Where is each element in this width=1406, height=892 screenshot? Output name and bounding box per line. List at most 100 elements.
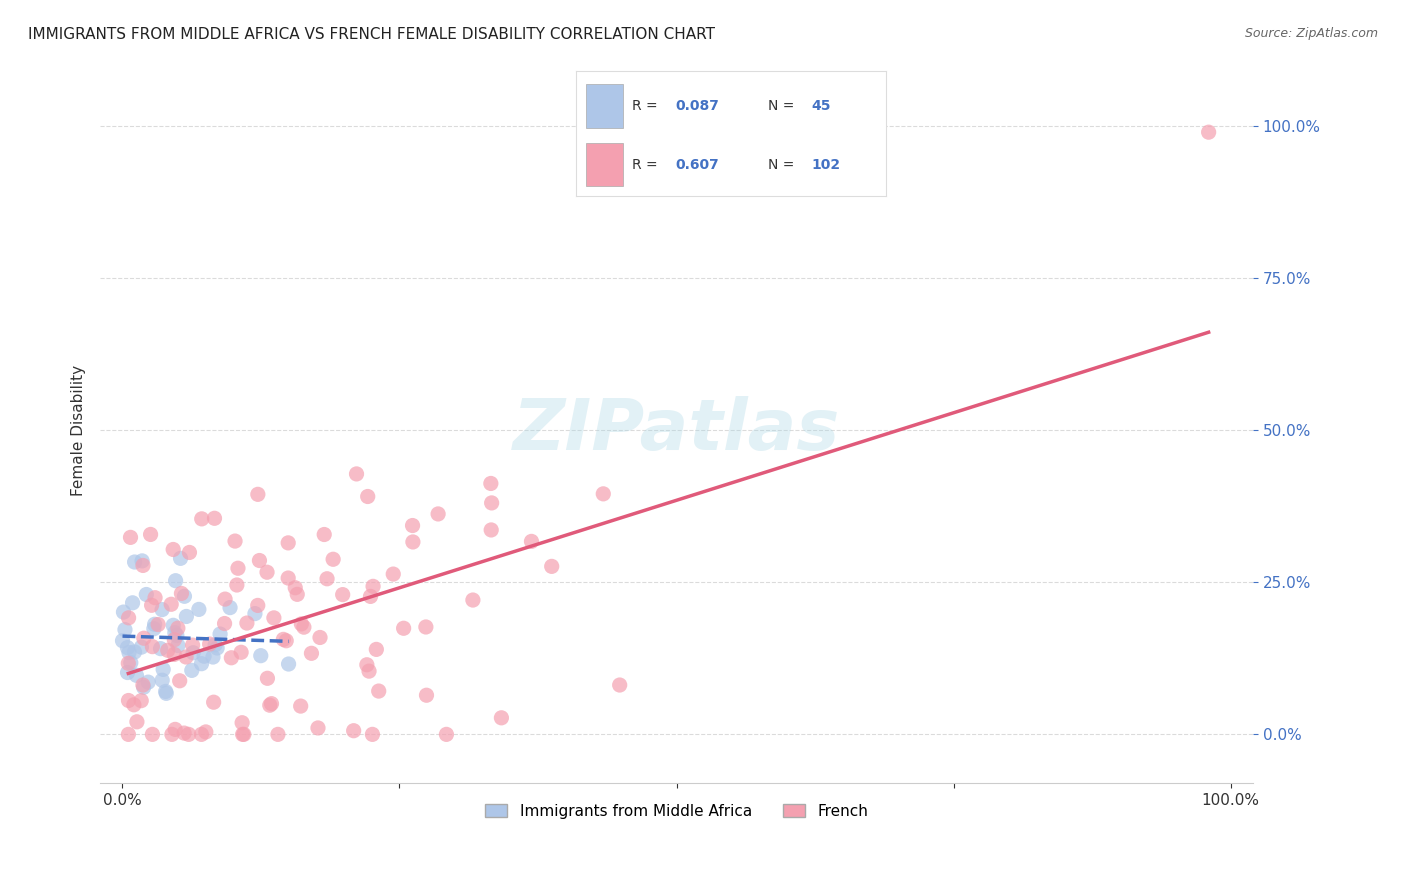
Point [479, 476, 502, 491]
Point [190, 657, 212, 671]
Point [125, 668, 148, 682]
Point [173, 589, 195, 603]
Point [592, 487, 614, 501]
Point [415, 688, 437, 702]
Point [166, 628, 188, 642]
Point [246, 487, 269, 501]
Point [152, 662, 174, 676]
Text: N =: N = [768, 99, 799, 113]
Point [204, 511, 226, 525]
Point [163, 648, 186, 662]
Point [111, 633, 134, 648]
Point [224, 534, 246, 549]
Point [277, 657, 299, 671]
Text: 0.087: 0.087 [675, 99, 720, 113]
Point [143, 617, 166, 632]
Point [117, 665, 139, 680]
Point [491, 711, 513, 725]
Point [165, 723, 187, 737]
Point [314, 527, 336, 541]
Point [124, 645, 146, 659]
Point [277, 536, 299, 550]
Point [150, 602, 173, 616]
Point [177, 727, 200, 741]
Point [132, 681, 155, 695]
Point [225, 578, 247, 592]
Point [219, 600, 242, 615]
Point [267, 727, 290, 741]
Point [332, 588, 354, 602]
Text: IMMIGRANTS FROM MIDDLE AFRICA VS FRENCH FEMALE DISABILITY CORRELATION CHART: IMMIGRANTS FROM MIDDLE AFRICA VS FRENCH … [28, 27, 716, 42]
Point [121, 596, 143, 610]
Text: R =: R = [633, 158, 662, 172]
Point [214, 616, 236, 631]
Point [273, 632, 295, 647]
Point [202, 695, 225, 709]
Point [181, 646, 204, 660]
Point [361, 727, 384, 741]
Point [356, 657, 378, 672]
Point [292, 620, 315, 634]
Point [366, 642, 388, 657]
Point [209, 627, 232, 641]
FancyBboxPatch shape [586, 84, 623, 128]
Point [226, 561, 249, 575]
Point [190, 512, 212, 526]
Point [249, 648, 271, 663]
Point [360, 590, 382, 604]
Point [540, 559, 562, 574]
Point [204, 638, 226, 652]
Point [256, 565, 278, 579]
Point [221, 650, 243, 665]
Point [415, 620, 437, 634]
Point [263, 611, 285, 625]
Text: Source: ZipAtlas.com: Source: ZipAtlas.com [1244, 27, 1378, 40]
Point [343, 723, 366, 738]
Point [163, 632, 186, 647]
Point [170, 586, 193, 600]
Legend: Immigrants from Middle Africa, French: Immigrants from Middle Africa, French [478, 797, 875, 825]
Point [243, 607, 266, 621]
Point [284, 581, 307, 595]
Point [174, 650, 197, 665]
Point [367, 684, 389, 698]
Point [135, 587, 157, 601]
Point [276, 633, 298, 648]
Point [277, 571, 299, 585]
Point [181, 638, 204, 652]
Point [382, 567, 405, 582]
Point [163, 625, 186, 640]
Point [149, 641, 172, 656]
Point [120, 530, 142, 544]
Point [479, 523, 502, 537]
Point [436, 727, 458, 741]
Point [162, 618, 184, 632]
Point [112, 605, 135, 619]
Point [132, 558, 155, 573]
Point [231, 645, 253, 659]
Point [141, 599, 163, 613]
Point [139, 527, 162, 541]
Point [361, 579, 384, 593]
Text: N =: N = [768, 158, 799, 172]
Point [307, 721, 329, 735]
Point [187, 602, 209, 616]
Point [346, 467, 368, 481]
Point [401, 518, 423, 533]
Point [231, 715, 253, 730]
Point [256, 671, 278, 685]
Point [169, 673, 191, 688]
FancyBboxPatch shape [586, 143, 623, 186]
Point [142, 622, 165, 636]
Point [165, 574, 187, 588]
Point [118, 646, 141, 660]
Point [316, 572, 339, 586]
Point [143, 591, 166, 605]
Point [1198, 125, 1220, 139]
Point [427, 507, 450, 521]
Point [131, 554, 153, 568]
Point [246, 599, 269, 613]
Point [150, 673, 173, 688]
Point [194, 725, 217, 739]
Point [309, 631, 332, 645]
